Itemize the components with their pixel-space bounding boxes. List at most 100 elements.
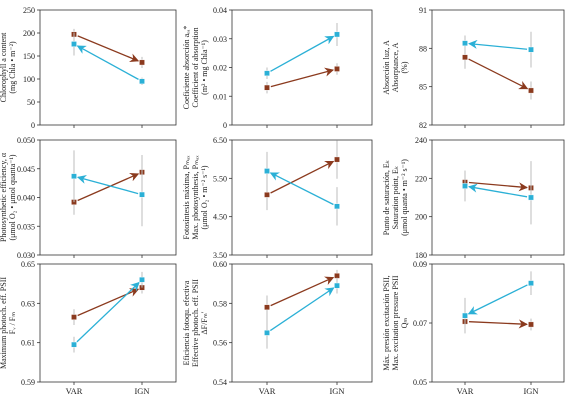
y-tick-label: 0.035: [17, 222, 35, 231]
data-point: [264, 330, 270, 336]
plot-frame: [39, 9, 177, 126]
series-arrow-line: [76, 45, 139, 80]
y-axis-label-line: Maximum photoch. eff. PSII: [0, 277, 8, 369]
y-axis-label-line: Eficiencia fotoqu. efectiva: [182, 280, 191, 365]
series-arrow-line: [468, 181, 528, 192]
y-axis-label-line: Absorptance, A: [391, 42, 400, 92]
plot-frame: [231, 9, 373, 126]
series-arrow-line: [269, 172, 334, 206]
y-axis-label-line: (μmol O₂ • μmol quanta⁻¹): [8, 154, 17, 240]
panel-8: 0.54 0.56 0.58 0.60 VAR IGN Eficiencia fotoqu.…: [182, 260, 373, 396]
panel-6: 180 200 220 240 Punto de saturación, Eₖ Satur…: [382, 136, 565, 260]
data-point: [528, 46, 534, 53]
data-point: [264, 168, 270, 174]
data-point: [139, 59, 145, 66]
series-arrow-line: [76, 175, 139, 195]
y-axis-label-line: ΔF/Fₘ′: [200, 311, 209, 334]
y-tick-label: 0.040: [17, 194, 35, 203]
panel-3: 82 85 88 91 Absorción luz, A Absorptance, A (%…: [382, 6, 565, 130]
y-tick-label: 250: [23, 6, 35, 15]
y-axis-label-line: (%): [400, 61, 409, 73]
y-tick-label: 0.56: [213, 339, 227, 348]
series-arrow-line: [467, 284, 528, 315]
series-arrow-line: [77, 172, 140, 202]
y-tick-label: 0.58: [213, 299, 227, 308]
series-arrow-line: [270, 35, 335, 72]
y-axis-label-line: Punto de saturación, Eₖ: [382, 160, 391, 235]
series-cyan: [71, 150, 145, 227]
y-tick-label: 0.60: [213, 260, 227, 269]
plot-frame: [39, 263, 177, 383]
panel-7: 0.590.610.630.65VARIGNMáxima eficiencia …: [0, 260, 177, 396]
series-arrow-line: [270, 276, 335, 307]
y-axis-label-line: Qₘ: [400, 318, 409, 329]
x-category-label: VAR: [457, 386, 474, 396]
series-cyan: [462, 271, 534, 334]
series-brown: [264, 63, 340, 94]
x-category-label: VAR: [259, 386, 276, 396]
y-tick-label: 0.63: [21, 299, 35, 308]
y-axis-label-line: Saturation point, Eₖ: [391, 166, 400, 230]
data-point: [139, 276, 145, 283]
y-tick-label: 0.59: [21, 378, 35, 387]
y-tick-label: 0.54: [213, 378, 227, 387]
data-point: [334, 203, 340, 210]
y-tick-label: 0.07: [413, 319, 427, 328]
series-arrow-line: [270, 67, 335, 88]
panel-5: 3.50 4.50 5.50 6.50 Fotosíntesis máxima, Pₘₐ…: [182, 136, 373, 260]
y-tick-label: 240: [415, 136, 427, 145]
y-tick-label: 100: [23, 75, 35, 84]
series-cyan: [264, 277, 340, 349]
y-tick-label: 4.50: [213, 213, 227, 222]
y-axis-label-line: Fᵥ / Fₘ: [8, 312, 17, 334]
plot-frame: [231, 263, 373, 383]
y-tick-label: 91: [419, 6, 427, 15]
y-tick-label: 0.05: [413, 378, 427, 387]
plot-frame: [39, 139, 177, 256]
y-tick-label: 150: [23, 52, 35, 61]
y-axis-label-line: Photosynthetic efficiency, α: [0, 152, 8, 242]
y-axis-label-line: Max. photosynthesis, Pₘₐₓ: [191, 155, 200, 240]
series-cyan: [462, 31, 534, 68]
series-brown: [264, 140, 340, 211]
data-point: [462, 183, 468, 189]
y-tick-label: 0.65: [21, 260, 35, 269]
series-cyan: [71, 32, 145, 85]
y-tick-label: 5.50: [213, 174, 227, 183]
y-axis-label-line: Chlorophyll a content: [0, 32, 8, 103]
plot-frame: [231, 139, 373, 256]
data-point: [528, 321, 534, 328]
x-category-label: IGN: [134, 386, 149, 396]
x-category-label: VAR: [66, 386, 83, 396]
y-tick-label: 0.03: [213, 35, 227, 44]
data-point: [264, 192, 270, 198]
y-axis-label-line: Máx. presión excitación PSII,: [382, 275, 391, 370]
y-axis-label-line: (μmol O₂ • m⁻² s⁻¹): [200, 165, 209, 229]
y-axis-label-line: (μmol quanta • m⁻² s⁻¹): [400, 159, 409, 236]
y-axis-label-line: (m² • mg Chla⁻¹): [200, 40, 209, 95]
series-cyan: [264, 22, 340, 79]
series-cyan: [71, 271, 145, 353]
x-category-label: IGN: [329, 386, 344, 396]
data-point: [71, 41, 77, 47]
series-brown: [264, 269, 340, 320]
y-tick-label: 200: [415, 213, 427, 222]
y-tick-label: 0.050: [17, 136, 35, 145]
data-point: [139, 191, 145, 198]
y-axis-label-line: Max. excitation pressure PSII: [391, 275, 400, 370]
y-tick-label: 82: [419, 121, 427, 130]
series-arrow-line: [76, 281, 140, 343]
panel-9: 0.05 0.07 0.09 VAR IGN Máx. presión excitació…: [382, 260, 565, 396]
y-tick-label: 0.04: [213, 6, 227, 15]
series-arrow-line: [269, 287, 335, 332]
series-arrow-line: [468, 39, 528, 50]
data-point: [462, 54, 468, 61]
data-point: [334, 282, 340, 289]
panel-2: 0 0.01 0.02 0.03 0.04 Coeficiente absorción a…: [182, 6, 373, 130]
data-point: [334, 273, 340, 279]
plot-frame: [431, 139, 565, 256]
y-tick-label: 220: [415, 174, 427, 183]
y-tick-label: 0.61: [21, 339, 35, 348]
